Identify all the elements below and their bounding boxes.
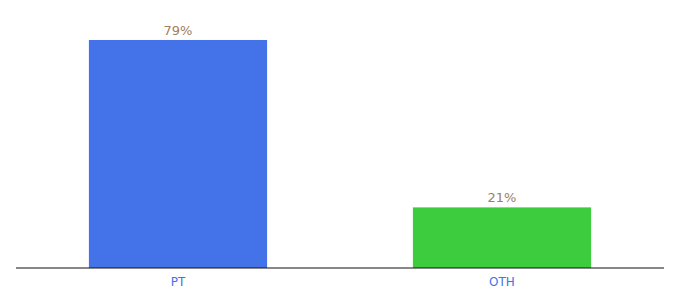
x-axis-line — [16, 268, 664, 269]
x-tick-label: OTH — [489, 275, 515, 289]
bar — [89, 40, 267, 268]
chart-svg: 79% 21% PT OTH — [0, 0, 680, 300]
chart-container: 79% 21% PT OTH — [0, 0, 680, 300]
data-label: 79% — [164, 23, 193, 38]
bar — [413, 207, 591, 268]
bars — [89, 40, 591, 268]
page: {"chart_data": {"type": "bar", "categori… — [0, 0, 680, 300]
x-tick-labels: PT OTH — [171, 275, 515, 289]
x-tick-label: PT — [171, 275, 186, 289]
data-label: 21% — [488, 190, 517, 205]
data-labels: 79% 21% — [164, 23, 517, 205]
